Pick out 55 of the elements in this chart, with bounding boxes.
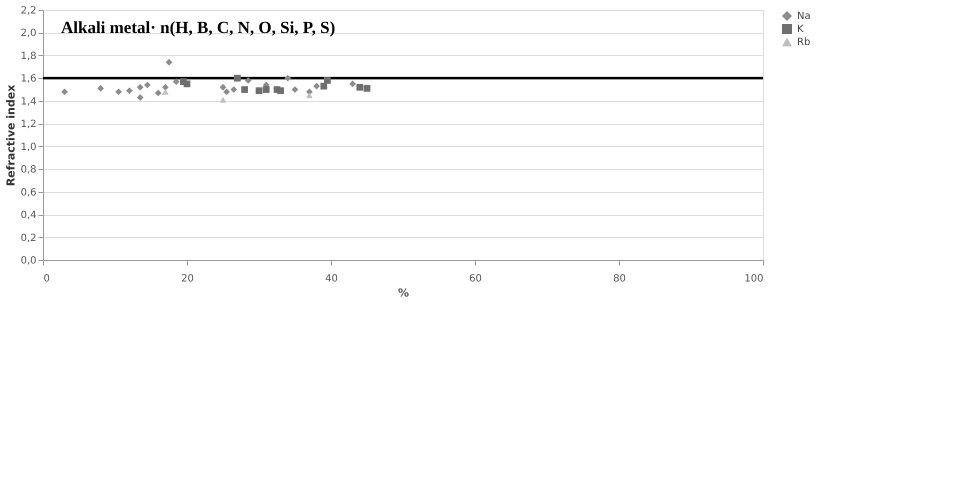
point: [292, 86, 298, 93]
y-tick-label: 1,8: [20, 50, 36, 62]
y-tick-label: 0,6: [20, 187, 36, 198]
y-tick-label: 1,6: [20, 74, 36, 85]
point: [364, 85, 370, 92]
point: [220, 84, 226, 91]
point: [284, 74, 292, 82]
point: [313, 82, 320, 90]
legend-label: K: [797, 24, 804, 35]
point: [162, 88, 169, 95]
point: [241, 86, 248, 93]
point: [97, 85, 104, 92]
point: [349, 80, 356, 88]
point: [234, 74, 241, 82]
point: [356, 84, 364, 91]
point: [220, 96, 226, 103]
y-tick-label: 0,8: [20, 164, 36, 176]
text: Alkali metal· n(H, B, C, N, O, Si, P, S): [61, 18, 336, 37]
y-tick-label: 0,0: [20, 256, 36, 266]
point: [115, 88, 122, 96]
y-tick-label: 1,0: [20, 142, 36, 153]
point: [154, 90, 162, 96]
point: [136, 84, 144, 91]
point: [277, 87, 284, 94]
point: [306, 92, 313, 98]
point: [126, 87, 133, 94]
legend-label: Rb: [797, 37, 810, 48]
y-tick-label: 0,2: [20, 232, 36, 244]
x-axis-title: %: [398, 286, 410, 300]
point: [262, 86, 270, 93]
y-tick-label: 1,4: [20, 96, 36, 108]
y-tick-label: 1,2: [20, 119, 36, 130]
x-tick-label: 40: [325, 274, 338, 284]
y-tick-label: 0,4: [20, 210, 36, 222]
point: [166, 58, 172, 66]
point: [61, 88, 68, 96]
x-tick-label: 80: [613, 274, 626, 284]
y-axis-title: Refractive index: [4, 84, 18, 186]
x-tick-label: 0: [44, 274, 50, 284]
point: [162, 84, 169, 91]
point: [223, 88, 230, 96]
x-tick-label: 60: [469, 274, 482, 284]
y-tick-label: 2,2: [20, 6, 36, 16]
point: [136, 94, 144, 101]
point: [144, 82, 151, 88]
x-tick-label: 20: [181, 274, 194, 284]
point: [256, 87, 262, 94]
legend-label: Na: [797, 11, 811, 22]
point: [324, 77, 331, 84]
point: [244, 77, 252, 84]
x-tick-label: 100: [744, 274, 764, 284]
point: [172, 78, 180, 85]
point: [230, 86, 238, 93]
y-tick-label: 2,0: [20, 28, 36, 40]
point: [184, 80, 190, 88]
